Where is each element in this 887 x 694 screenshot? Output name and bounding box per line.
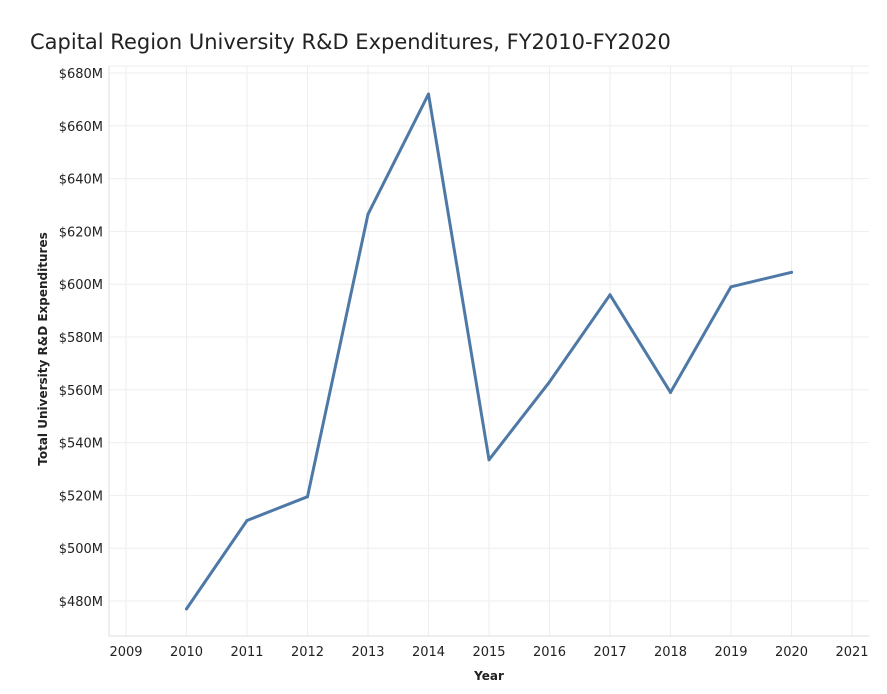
- data-point: [608, 293, 612, 297]
- data-point: [427, 92, 430, 96]
- x-axis-title: Year: [473, 669, 504, 683]
- x-tick-label: 2019: [714, 645, 747, 660]
- data-point: [548, 380, 551, 384]
- gridlines: [109, 65, 869, 636]
- x-tick-label: 2016: [533, 645, 566, 660]
- y-tick-labels: $480M $500M $520M $540M $560M $580M $600M $620M…: [59, 67, 103, 610]
- data-point: [790, 270, 793, 274]
- y-tick-label: $480M: [59, 595, 103, 610]
- y-tick-label: $520M: [59, 489, 103, 504]
- x-tick-label: 2018: [654, 645, 687, 660]
- data-point: [306, 495, 309, 499]
- x-tick-label: 2012: [291, 645, 324, 660]
- y-tick-label: $640M: [59, 173, 103, 188]
- x-tick-label: 2011: [230, 645, 263, 660]
- data-point: [185, 607, 188, 611]
- x-tick-label: 2014: [412, 645, 445, 660]
- axes: [108, 66, 869, 637]
- x-tick-label: 2010: [170, 645, 203, 660]
- x-tick-label: 2013: [351, 645, 384, 660]
- series: [185, 92, 793, 611]
- data-point: [245, 518, 249, 522]
- y-tick-label: $680M: [59, 67, 103, 82]
- chart-title: Capital Region University R&D Expenditur…: [30, 30, 671, 54]
- x-tick-label: 2015: [472, 645, 505, 660]
- y-tick-label: $580M: [59, 331, 103, 346]
- x-tick-labels: 2009 2010 2011 2012 2013 2014 2015 2016 2017 2018…: [109, 645, 868, 660]
- data-point: [366, 212, 370, 216]
- y-tick-label: $560M: [59, 384, 103, 399]
- x-tick-label: 2017: [593, 645, 626, 660]
- y-tick-label: $540M: [59, 437, 103, 452]
- data-point: [729, 285, 733, 289]
- x-tick-label: 2009: [109, 645, 142, 660]
- y-tick-label: $620M: [59, 225, 103, 240]
- y-tick-label: $660M: [59, 120, 103, 135]
- y-tick-label: $600M: [59, 278, 103, 293]
- data-point: [669, 390, 672, 394]
- y-axis-title: Total University R&D Expenditures: [36, 232, 50, 465]
- data-point: [487, 458, 491, 462]
- y-tick-label: $500M: [59, 542, 103, 557]
- x-tick-label: 2020: [775, 645, 808, 660]
- x-tick-label: 2021: [835, 645, 868, 660]
